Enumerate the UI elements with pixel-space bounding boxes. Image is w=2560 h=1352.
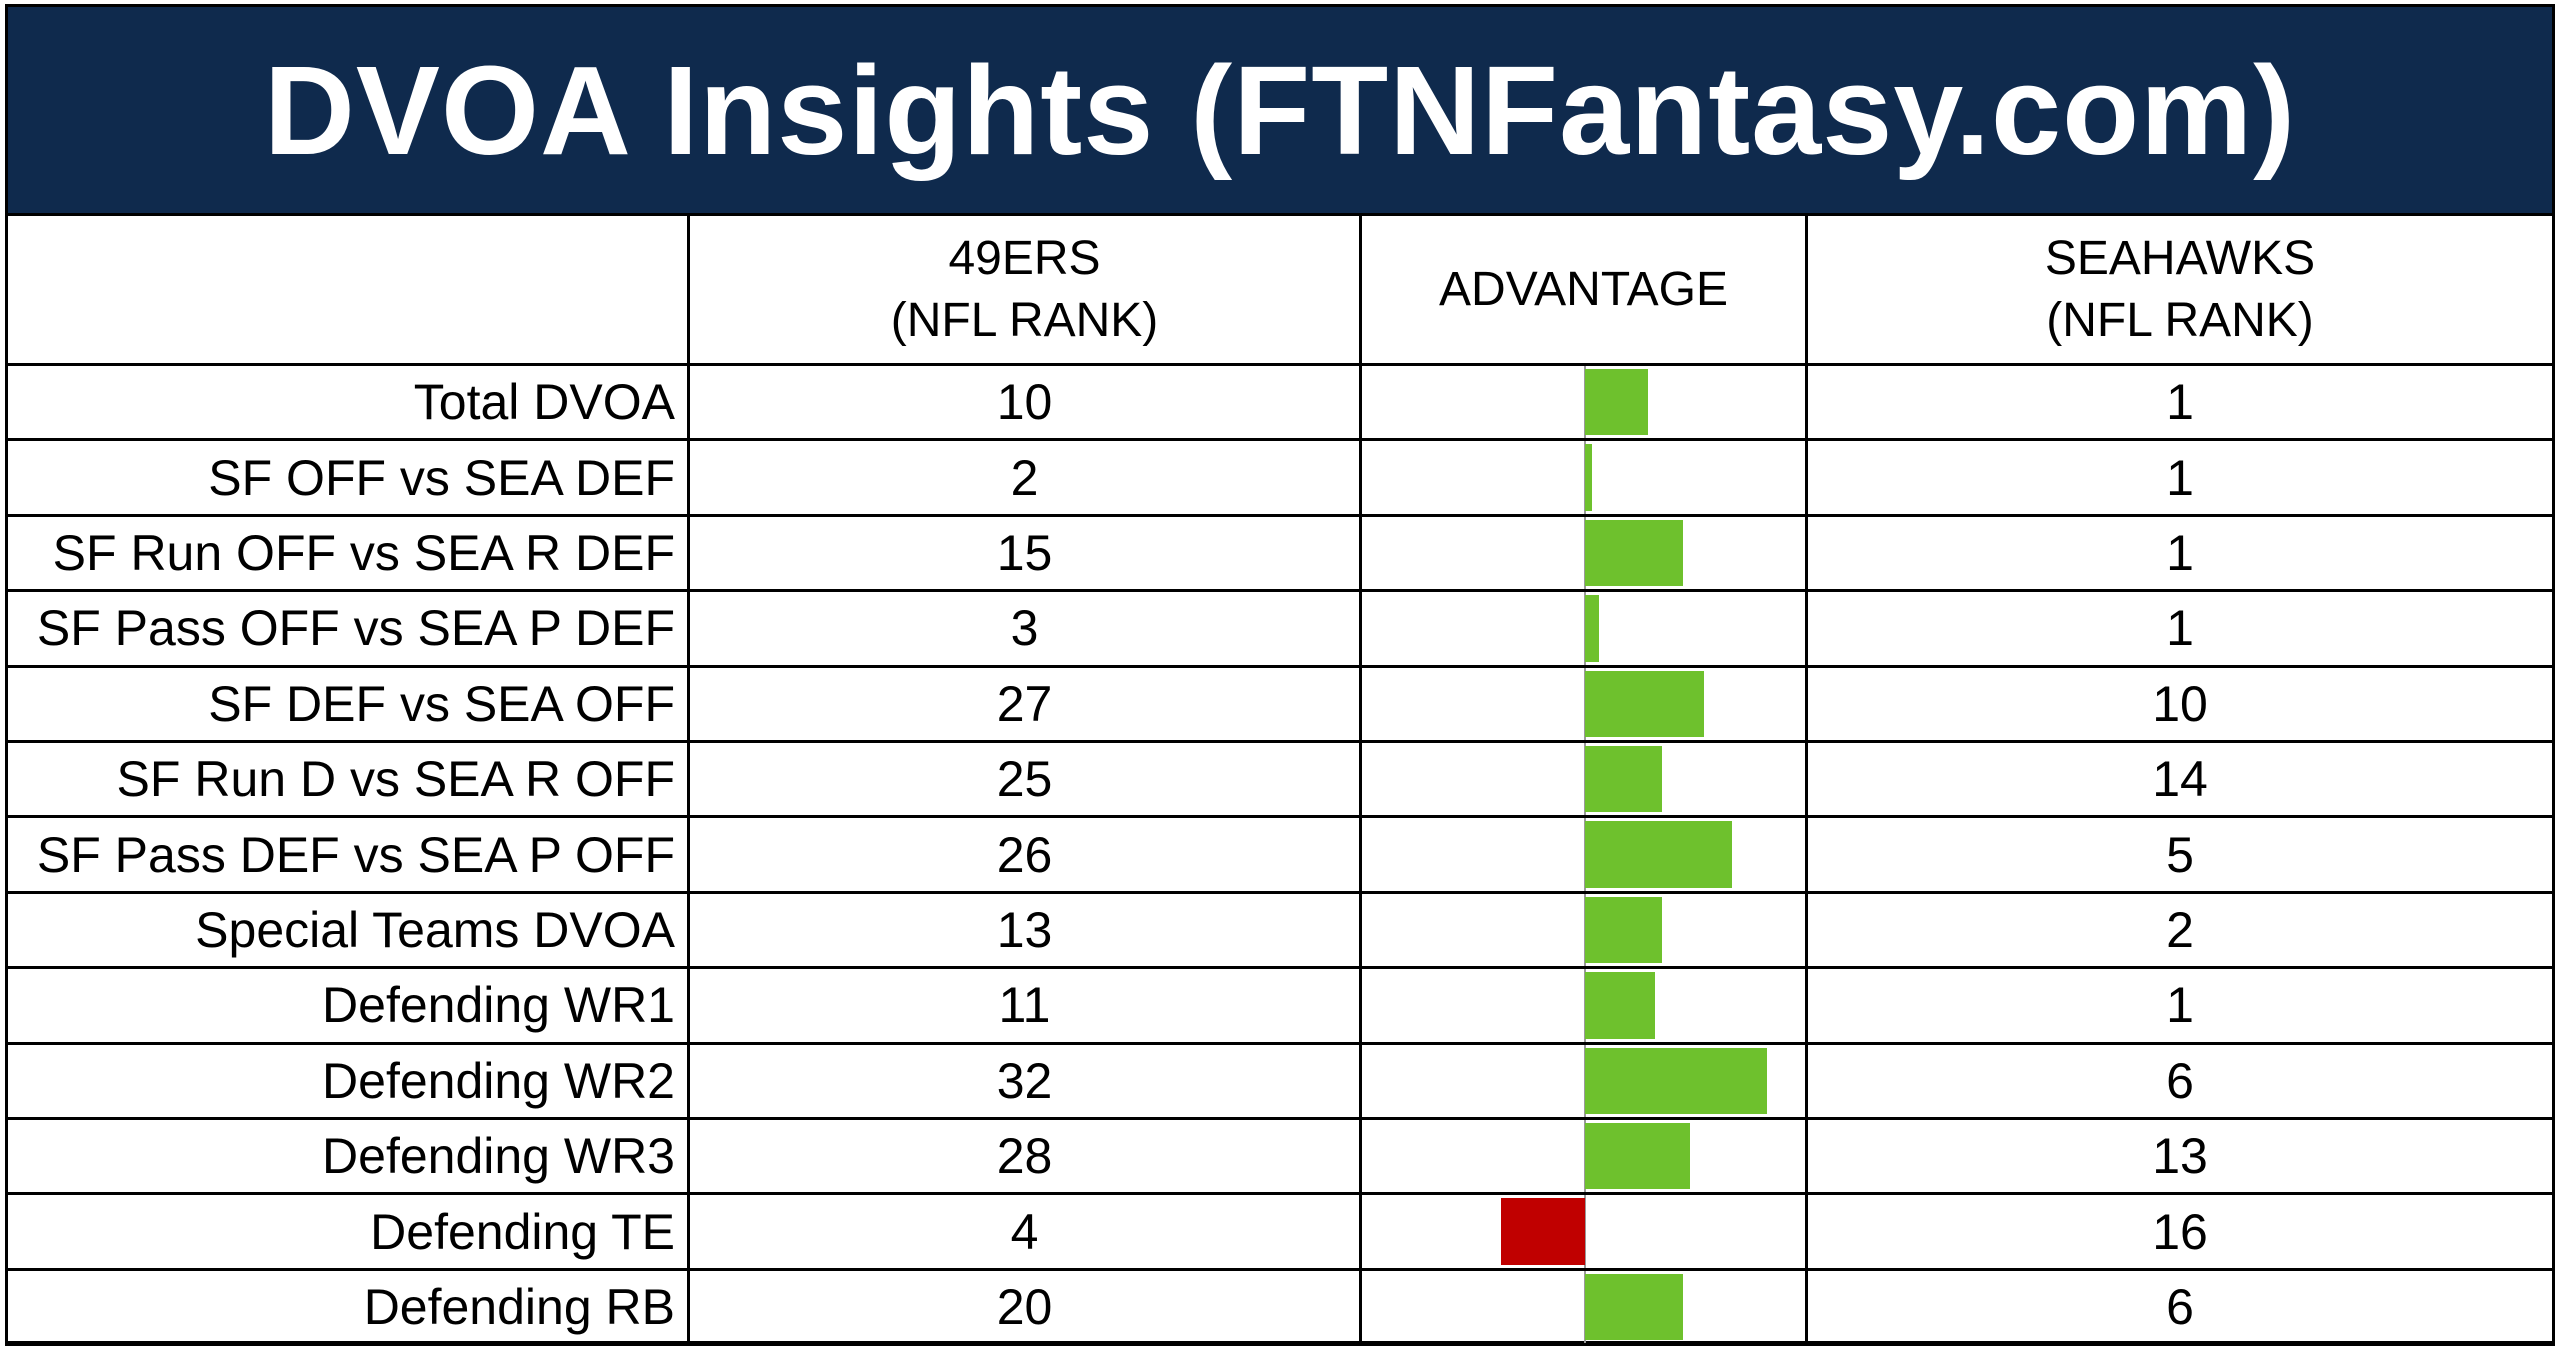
header-blank-cell (5, 216, 690, 366)
header-team1: 49ERS (NFL RANK) (690, 216, 1362, 366)
header-team2-text: (NFL RANK) (2046, 293, 2314, 347)
row-label: SF Run OFF vs SEA R DEF (5, 516, 690, 593)
row-label: SF DEF vs SEA OFF (5, 667, 690, 743)
advantage-cell (1362, 1270, 1808, 1347)
team2-rank: 1 (1808, 441, 2555, 517)
advantage-bar-positive (1585, 821, 1732, 888)
row-label: Total DVOA (5, 366, 690, 442)
team1-rank: 20 (690, 1270, 1362, 1347)
advantage-bar-positive (1585, 1273, 1683, 1341)
advantage-cell (1362, 667, 1808, 743)
row-label: SF Run D vs SEA R OFF (5, 743, 690, 819)
page-title: DVOA Insights (FTNFantasy.com) (5, 4, 2555, 216)
row-label: SF Pass DEF vs SEA P OFF (5, 818, 690, 894)
row-label: SF OFF vs SEA DEF (5, 441, 690, 517)
advantage-bar-negative (1501, 1198, 1585, 1265)
advantage-bar-positive (1585, 1123, 1690, 1190)
advantage-bar-positive (1585, 670, 1704, 737)
advantage-cell (1362, 516, 1808, 593)
team1-rank: 11 (690, 969, 1362, 1045)
team2-rank: 5 (1808, 818, 2555, 894)
advantage-bar-positive (1585, 369, 1648, 436)
header-team1-text: 49ERS (948, 231, 1101, 285)
team1-rank: 3 (690, 592, 1362, 668)
team1-rank: 32 (690, 1044, 1362, 1120)
team2-rank: 2 (1808, 893, 2555, 970)
advantage-bar-positive (1585, 896, 1662, 964)
team2-rank: 1 (1808, 969, 2555, 1045)
advantage-cell (1362, 366, 1808, 442)
row-label: Defending WR2 (5, 1044, 690, 1120)
team2-rank: 1 (1808, 592, 2555, 668)
advantage-bar-positive (1585, 595, 1599, 662)
advantage-cell (1362, 743, 1808, 819)
advantage-cell (1362, 592, 1808, 668)
team1-rank: 25 (690, 743, 1362, 819)
team1-rank: 13 (690, 893, 1362, 970)
team2-rank: 16 (1808, 1195, 2555, 1271)
advantage-cell (1362, 1120, 1808, 1196)
advantage-cell (1362, 1044, 1808, 1120)
header-team2-text: SEAHAWKS (2044, 231, 2316, 285)
row-label: Defending WR3 (5, 1120, 690, 1196)
row-label: Defending TE (5, 1195, 690, 1271)
team2-rank: 1 (1808, 366, 2555, 442)
team1-rank: 10 (690, 366, 1362, 442)
team1-rank: 2 (690, 441, 1362, 517)
team2-rank: 14 (1808, 743, 2555, 819)
advantage-cell (1362, 1195, 1808, 1271)
advantage-bar-positive (1585, 746, 1662, 813)
team1-rank: 27 (690, 667, 1362, 743)
team2-rank: 1 (1808, 516, 2555, 593)
team2-rank: 6 (1808, 1044, 2555, 1120)
team1-rank: 15 (690, 516, 1362, 593)
advantage-bar-positive (1585, 444, 1592, 511)
header-team2: SEAHAWKS (NFL RANK) (1808, 216, 2555, 366)
row-label: Special Teams DVOA (5, 893, 690, 970)
team2-rank: 10 (1808, 667, 2555, 743)
row-label: SF Pass OFF vs SEA P DEF (5, 592, 690, 668)
header-team1-text: (NFL RANK) (890, 293, 1159, 347)
team1-rank: 28 (690, 1120, 1362, 1196)
advantage-cell (1362, 893, 1808, 970)
team1-rank: 26 (690, 818, 1362, 894)
row-label: Defending WR1 (5, 969, 690, 1045)
advantage-cell (1362, 441, 1808, 517)
team2-rank: 13 (1808, 1120, 2555, 1196)
advantage-axis (1584, 1195, 1586, 1268)
advantage-cell (1362, 818, 1808, 894)
advantage-cell (1362, 969, 1808, 1045)
header-advantage: ADVANTAGE (1362, 216, 1808, 366)
team1-rank: 4 (690, 1195, 1362, 1271)
advantage-bar-positive (1585, 519, 1683, 587)
advantage-bar-positive (1585, 1047, 1767, 1114)
header-advantage-text: ADVANTAGE (1439, 262, 1728, 316)
team2-rank: 6 (1808, 1270, 2555, 1347)
advantage-bar-positive (1585, 972, 1655, 1039)
row-label: Defending RB (5, 1270, 690, 1347)
